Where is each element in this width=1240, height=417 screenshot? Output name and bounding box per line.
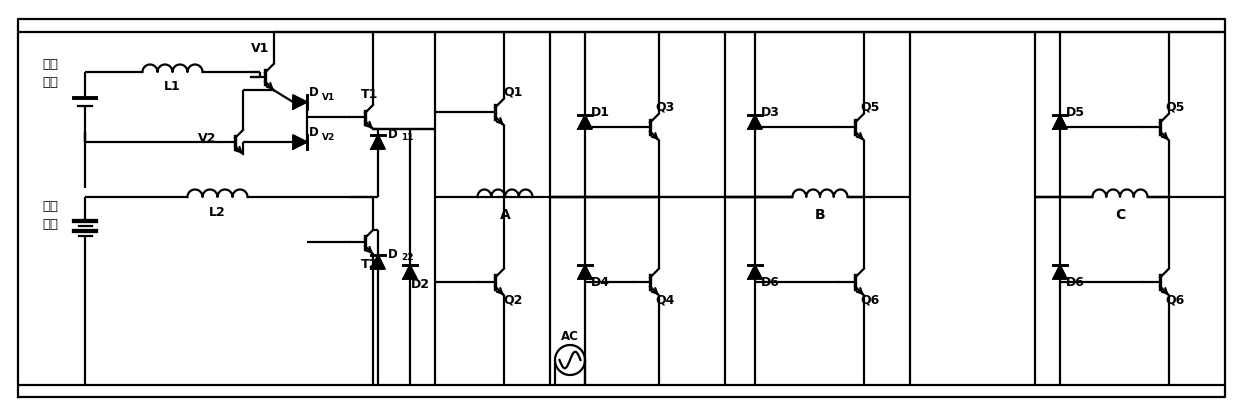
Text: V1: V1 — [250, 43, 269, 55]
Text: L2: L2 — [210, 206, 226, 219]
Text: Q2: Q2 — [503, 294, 523, 306]
Polygon shape — [578, 115, 591, 129]
Text: D: D — [388, 248, 398, 261]
Text: Q4: Q4 — [655, 294, 675, 306]
Text: T2: T2 — [361, 258, 378, 271]
Polygon shape — [578, 265, 591, 279]
Text: 11: 11 — [401, 133, 413, 143]
Text: Q1: Q1 — [503, 85, 523, 98]
Text: V2: V2 — [322, 133, 335, 141]
Polygon shape — [293, 135, 308, 149]
Text: A: A — [500, 208, 511, 222]
Text: 22: 22 — [401, 254, 413, 262]
Text: V1: V1 — [322, 93, 335, 101]
Text: D: D — [309, 126, 319, 140]
Text: D5: D5 — [1065, 106, 1085, 118]
Text: C: C — [1115, 208, 1125, 222]
Text: D6: D6 — [760, 276, 780, 289]
Text: T1: T1 — [361, 88, 378, 101]
Text: D1: D1 — [590, 106, 610, 118]
Polygon shape — [403, 265, 417, 279]
Text: Q6: Q6 — [861, 294, 879, 306]
Polygon shape — [371, 135, 384, 149]
Polygon shape — [1053, 265, 1066, 279]
Text: Q5: Q5 — [1166, 100, 1184, 113]
Text: 池组: 池组 — [42, 218, 58, 231]
Polygon shape — [1053, 115, 1066, 129]
Text: D: D — [309, 86, 319, 100]
Polygon shape — [371, 255, 384, 269]
Text: Q5: Q5 — [861, 100, 879, 113]
Text: V2: V2 — [198, 133, 216, 146]
Text: Q6: Q6 — [1166, 294, 1184, 306]
Text: B: B — [815, 208, 826, 222]
Text: AC: AC — [560, 331, 579, 344]
Text: D4: D4 — [590, 276, 610, 289]
Text: 超级: 超级 — [42, 58, 58, 71]
Polygon shape — [293, 95, 308, 109]
Text: D: D — [388, 128, 398, 141]
Text: 蓄电: 蓄电 — [42, 201, 58, 214]
Text: D3: D3 — [760, 106, 780, 118]
Text: L1: L1 — [164, 80, 181, 93]
Text: D6: D6 — [1065, 276, 1085, 289]
Text: D2: D2 — [410, 277, 429, 291]
Polygon shape — [748, 265, 763, 279]
Polygon shape — [748, 115, 763, 129]
Text: 电容: 电容 — [42, 75, 58, 88]
Text: Q3: Q3 — [656, 100, 675, 113]
